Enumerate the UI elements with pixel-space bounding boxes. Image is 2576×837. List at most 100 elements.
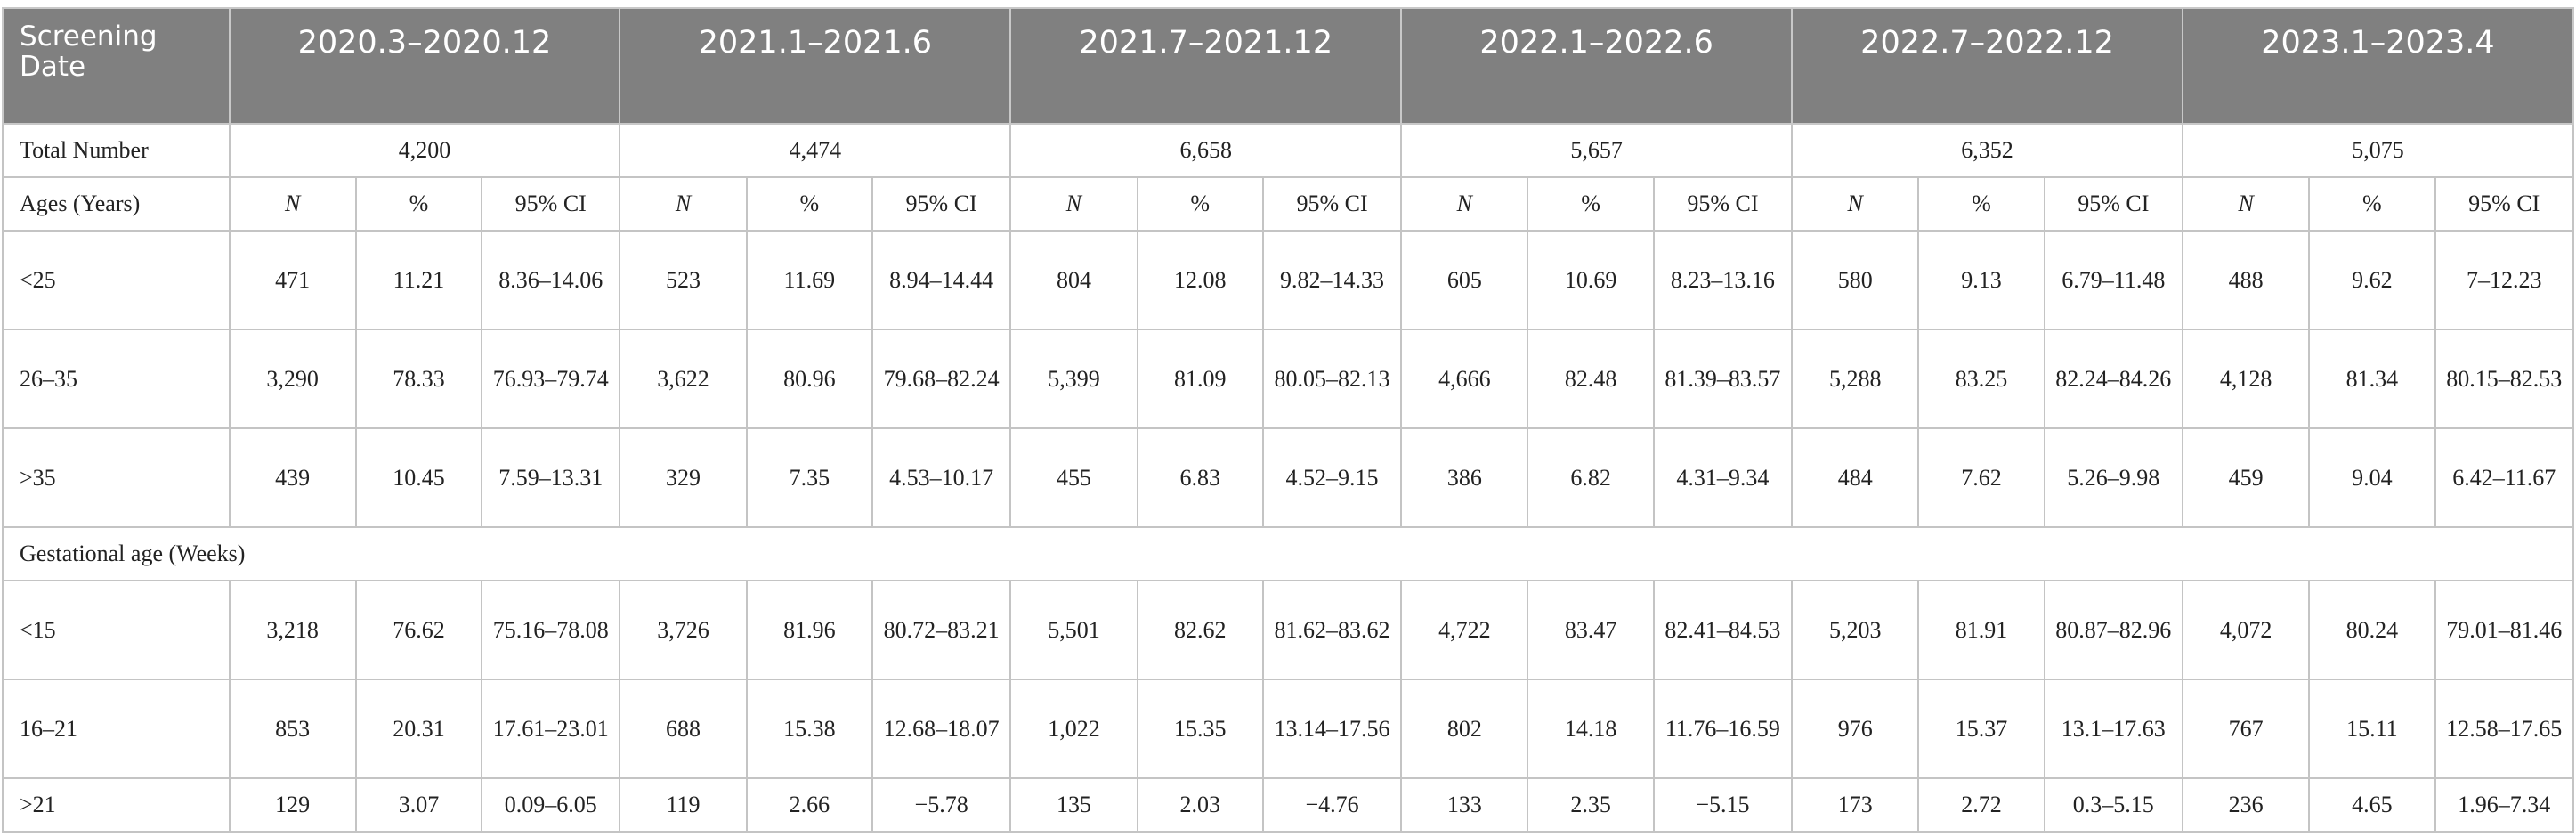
row-label: <25 [2, 230, 231, 330]
row-label: >21 [2, 777, 231, 833]
cell-pct: 80.96 [745, 329, 873, 429]
total-row: Total Number 4,200 4,474 6,658 5,657 6,3… [2, 123, 2575, 178]
cell-ci: −5.78 [871, 777, 1012, 833]
cell-pct: 15.35 [1136, 679, 1264, 779]
cell-n: 488 [2181, 230, 2311, 330]
header-label: Screening Date [2, 7, 231, 125]
col-pct: % [1527, 176, 1655, 232]
cell-ci: 0.3–5.15 [2043, 777, 2183, 833]
cell-pct: 12.08 [1136, 230, 1264, 330]
cell-n: 236 [2181, 777, 2311, 833]
cell-n: 3,290 [228, 329, 357, 429]
ages-subheader-row: Ages (Years) N % 95% CI N % 95% CI N % 9… [2, 176, 2575, 232]
cell-pct: 3.07 [354, 777, 483, 833]
cell-pct: 2.35 [1527, 777, 1655, 833]
cell-n: 4,072 [2181, 580, 2311, 680]
cell-n: 386 [1400, 427, 1529, 528]
cell-ci: 79.01–81.46 [2434, 580, 2575, 680]
cell-n: 135 [1009, 777, 1138, 833]
cell-n: 5,501 [1009, 580, 1138, 680]
cell-n: 484 [1791, 427, 1920, 528]
cell-n: 439 [228, 427, 357, 528]
cell-n: 5,399 [1009, 329, 1138, 429]
ages-label: Ages (Years) [2, 176, 231, 232]
cell-n: 4,722 [1400, 580, 1529, 680]
col-ci: 95% CI [1261, 176, 1403, 232]
row-label: <15 [2, 580, 231, 680]
cell-pct: 81.96 [745, 580, 873, 680]
cell-ci: 13.14–17.56 [1261, 679, 1403, 779]
cell-pct: 83.47 [1527, 580, 1655, 680]
cell-pct: 7.35 [745, 427, 873, 528]
col-n: N [1009, 176, 1138, 232]
cell-ci: −5.15 [1652, 777, 1794, 833]
gestational-section-row: Gestational age (Weeks) [2, 526, 2574, 581]
cell-n: 767 [2181, 679, 2311, 779]
cell-ci: 79.68–82.24 [871, 329, 1012, 429]
cell-pct: 83.25 [1917, 329, 2045, 429]
cell-pct: 4.65 [2308, 777, 2436, 833]
col-pct: % [1136, 176, 1264, 232]
cell-ci: 6.42–11.67 [2434, 427, 2575, 528]
header-period: 2022.7–2022.12 [1791, 7, 2183, 125]
cell-n: 4,666 [1400, 329, 1529, 429]
cell-pct: 10.69 [1527, 230, 1655, 330]
cell-n: 853 [228, 679, 357, 779]
cell-pct: 76.62 [354, 580, 483, 680]
cell-ci: 81.62–83.62 [1261, 580, 1403, 680]
screening-table: Screening Date 2020.3–2020.12 2021.1–202… [2, 7, 2575, 833]
cell-n: 3,726 [619, 580, 748, 680]
table-row: 16–21 853 20.31 17.61–23.01 688 15.38 12.68–18… [2, 679, 2575, 779]
cell-ci: 8.23–13.16 [1652, 230, 1794, 330]
cell-ci: 5.26–9.98 [2043, 427, 2183, 528]
cell-pct: 9.13 [1917, 230, 2045, 330]
cell-ci: 9.82–14.33 [1261, 230, 1403, 330]
cell-pct: 14.18 [1527, 679, 1655, 779]
header-period: 2021.7–2021.12 [1009, 7, 1403, 125]
total-value: 6,658 [1009, 123, 1403, 178]
cell-n: 133 [1400, 777, 1529, 833]
cell-pct: 20.31 [354, 679, 483, 779]
col-pct: % [354, 176, 483, 232]
cell-n: 471 [228, 230, 357, 330]
cell-ci: 80.87–82.96 [2043, 580, 2183, 680]
table-row: <15 3,218 76.62 75.16–78.08 3,726 81.96 80.72–… [2, 580, 2575, 680]
header-row: Screening Date 2020.3–2020.12 2021.1–202… [2, 7, 2575, 125]
cell-pct: 6.83 [1136, 427, 1264, 528]
col-pct: % [2308, 176, 2436, 232]
table-row: >21 129 3.07 0.09–6.05 119 2.66 −5.78 135 2.03 −4… [2, 777, 2575, 833]
col-ci: 95% CI [481, 176, 621, 232]
cell-n: 129 [228, 777, 357, 833]
total-label: Total Number [2, 123, 231, 178]
col-ci: 95% CI [871, 176, 1012, 232]
header-period: 2022.1–2022.6 [1400, 7, 1794, 125]
row-label: 16–21 [2, 679, 231, 779]
cell-n: 119 [619, 777, 748, 833]
cell-ci: 76.93–79.74 [481, 329, 621, 429]
screening-table-container: Screening Date 2020.3–2020.12 2021.1–202… [2, 7, 2575, 833]
cell-pct: 80.24 [2308, 580, 2436, 680]
total-value: 6,352 [1791, 123, 2183, 178]
table-row: 26–35 3,290 78.33 76.93–79.74 3,622 80.96 79.6… [2, 329, 2575, 429]
table-row: >35 439 10.45 7.59–13.31 329 7.35 4.53–10.17 45… [2, 427, 2575, 528]
cell-ci: 80.72–83.21 [871, 580, 1012, 680]
col-n: N [619, 176, 748, 232]
cell-pct: 2.72 [1917, 777, 2045, 833]
col-n: N [2181, 176, 2311, 232]
cell-pct: 15.11 [2308, 679, 2436, 779]
col-pct: % [1917, 176, 2045, 232]
cell-n: 523 [619, 230, 748, 330]
cell-ci: 4.53–10.17 [871, 427, 1012, 528]
cell-pct: 78.33 [354, 329, 483, 429]
cell-n: 4,128 [2181, 329, 2311, 429]
cell-ci: 82.41–84.53 [1652, 580, 1794, 680]
cell-ci: 7–12.23 [2434, 230, 2575, 330]
header-period: 2023.1–2023.4 [2181, 7, 2575, 125]
cell-ci: 82.24–84.26 [2043, 329, 2183, 429]
col-ci: 95% CI [1652, 176, 1794, 232]
total-value: 5,657 [1400, 123, 1794, 178]
col-n: N [1400, 176, 1529, 232]
cell-pct: 81.34 [2308, 329, 2436, 429]
cell-ci: 4.52–9.15 [1261, 427, 1403, 528]
cell-ci: 17.61–23.01 [481, 679, 621, 779]
